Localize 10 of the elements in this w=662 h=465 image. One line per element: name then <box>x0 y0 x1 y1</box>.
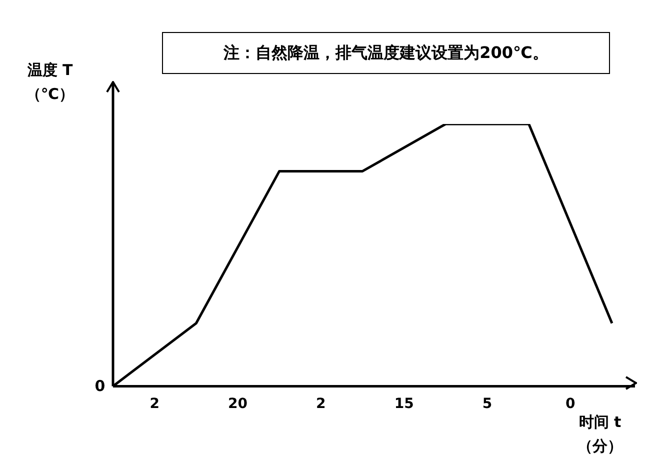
x-tick-label: 20 <box>228 396 248 412</box>
x-tick-label: 15 <box>394 396 414 412</box>
y-axis-title: 温度 T （℃） <box>24 60 76 105</box>
x-axis-title: 时间 t （分） <box>578 413 622 455</box>
x-tick-label: 2 <box>316 396 326 412</box>
text: 0 <box>94 376 106 397</box>
text: 注：自然降温，排气温度建议设置为200℃。 <box>162 32 610 74</box>
x-tick-label: 2 <box>150 396 160 412</box>
x-tick-label: 5 <box>482 396 492 412</box>
x-tick-label: 0 <box>566 396 576 412</box>
